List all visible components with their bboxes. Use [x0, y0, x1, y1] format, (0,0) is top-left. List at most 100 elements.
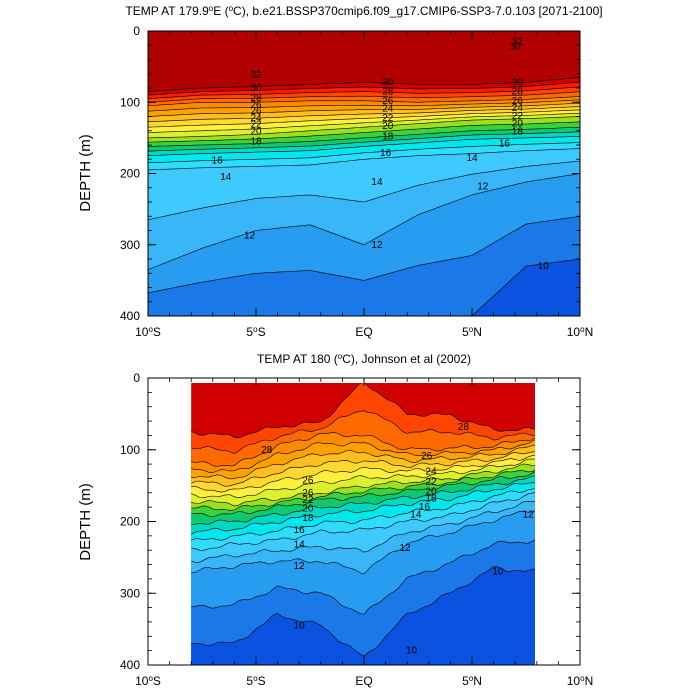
top-axes-ticks: 0 100 200 300 400 10oS 5oS EQ 5oN 10oN	[120, 24, 593, 339]
isotherm-line	[191, 431, 535, 467]
y-tick-label: 400	[120, 309, 140, 323]
isotherm-line	[191, 445, 535, 480]
contour-label: 26	[382, 96, 394, 107]
isotherm-line	[191, 463, 535, 507]
contour-label: 24	[250, 113, 262, 124]
isotherm-line	[148, 102, 580, 117]
x-tick-label: EQ	[355, 325, 372, 339]
contour-label: 22	[250, 119, 262, 130]
x-tick-label: 10oS	[135, 325, 161, 339]
isotherm-line	[148, 116, 580, 139]
contour-label: 10	[492, 567, 504, 578]
isotherm-line	[148, 148, 580, 171]
isotherm-line	[148, 131, 580, 152]
isotherm-line	[191, 455, 535, 493]
y-tick-label: 100	[120, 95, 140, 109]
isotherm-line	[191, 482, 535, 535]
x-tick-label: 5oN	[462, 674, 482, 688]
isotherm-line	[148, 136, 580, 156]
bottom-contour-lines	[191, 383, 535, 657]
contour-label: 26	[250, 106, 262, 117]
contour-label: 16	[294, 525, 306, 536]
contour-label: 30	[382, 77, 394, 88]
contour-band	[191, 566, 535, 665]
isotherm-line	[148, 109, 580, 128]
contour-label: 26	[250, 100, 262, 111]
top-y-axis-label: DEPTH (m)	[77, 134, 94, 212]
contour-label: 26	[302, 488, 314, 499]
contour-label: 24	[512, 103, 524, 114]
contour-label: 26	[421, 451, 433, 462]
isotherm-line	[191, 383, 535, 439]
top-contour-labels: 3230282626242220181614123028262422201816…	[212, 37, 550, 272]
isotherm-line	[148, 258, 580, 316]
contour-label: 28	[458, 422, 470, 433]
isotherm-line	[191, 566, 535, 657]
contour-label: 20	[512, 119, 524, 130]
isotherm-line	[191, 475, 535, 525]
contour-label: 18	[425, 494, 437, 505]
contour-label: 20	[302, 504, 314, 515]
contour-label: 12	[477, 181, 489, 192]
contour-label: 22	[425, 477, 437, 488]
isotherm-line	[191, 539, 535, 615]
y-tick-label: 0	[133, 24, 140, 38]
bottom-chart-title: TEMP AT 180 (oC), Johnson et al (2002)	[257, 352, 471, 366]
isotherm-line	[148, 126, 580, 147]
contour-label: 30	[510, 42, 522, 53]
isotherm-line	[148, 81, 580, 96]
isotherm-line	[191, 410, 535, 454]
y-tick-label: 200	[120, 515, 140, 529]
isotherm-line	[148, 173, 580, 270]
isotherm-line	[148, 99, 580, 112]
contour-label: 18	[382, 131, 394, 142]
contour-label: 12	[371, 240, 383, 251]
isotherm-line	[191, 510, 535, 575]
isotherm-line	[148, 112, 580, 133]
y-tick-label: 300	[120, 586, 140, 600]
contour-label: 22	[382, 113, 394, 124]
contour-label: 26	[302, 476, 314, 487]
contour-label: 20	[250, 126, 262, 137]
x-tick-label: 10oS	[135, 674, 161, 688]
contour-label: 14	[294, 539, 306, 550]
bottom-contour-labels: 2828262622201816141226242220181614121210…	[261, 422, 534, 657]
isotherm-line	[191, 471, 535, 518]
isotherm-line	[148, 142, 580, 164]
contour-label: 16	[499, 139, 511, 150]
bottom-contour-fill	[191, 383, 535, 665]
contour-label: 28	[261, 445, 273, 456]
x-tick-label: 5oN	[462, 325, 482, 339]
isotherm-line	[148, 77, 580, 92]
y-tick-label: 200	[120, 167, 140, 181]
contour-label: 12	[294, 561, 306, 572]
contour-label: 18	[512, 126, 524, 137]
isotherm-line	[191, 458, 535, 499]
contour-label: 22	[302, 495, 314, 506]
isotherm-line	[191, 469, 535, 511]
top-panel: TEMP AT 179.9oE (oC), b.e21.BSSP370cmip6…	[77, 4, 603, 339]
x-tick-label: 5oS	[246, 674, 265, 688]
contour-label: 32	[512, 37, 524, 48]
isotherm-line	[191, 439, 535, 473]
contour-label: 28	[382, 87, 394, 98]
contour-label: 14	[220, 172, 232, 183]
contour-label: 30	[250, 83, 262, 94]
contour-label: 24	[382, 104, 394, 115]
isotherm-line	[148, 121, 580, 143]
bottom-panel: TEMP AT 180 (oC), Johnson et al (2002) 2…	[77, 352, 593, 688]
contour-label: 14	[466, 153, 478, 164]
isotherm-line	[148, 96, 580, 107]
contour-label: 10	[538, 261, 550, 272]
contour-label: 18	[250, 136, 262, 147]
isotherm-line	[191, 488, 535, 541]
contour-band	[148, 216, 580, 316]
top-chart-title: TEMP AT 179.9oE (oC), b.e21.BSSP370cmip6…	[125, 4, 602, 18]
contour-label: 24	[425, 466, 437, 477]
contour-label: 32	[250, 70, 262, 81]
x-tick-label: 10oN	[567, 674, 593, 688]
contour-label: 30	[512, 77, 524, 88]
bottom-y-axis-label: DEPTH (m)	[77, 483, 94, 561]
contour-label: 18	[302, 513, 314, 524]
contour-label: 28	[250, 93, 262, 104]
